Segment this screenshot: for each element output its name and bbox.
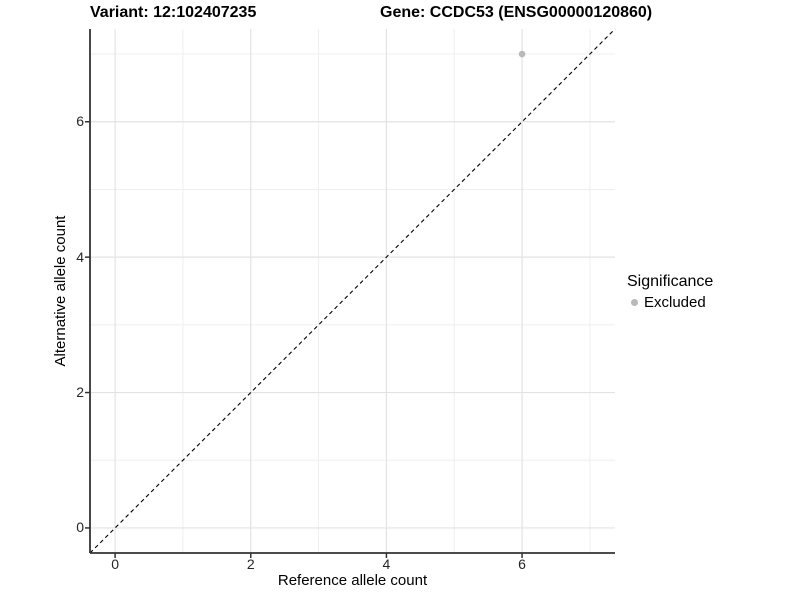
legend-entry-excluded: Excluded [627,294,713,311]
x-axis-title: Reference allele count [277,572,428,589]
x-tick-label: 2 [246,556,255,572]
data-point [518,50,526,58]
legend-entry-label: Excluded [644,294,706,311]
plot-title-gene: Gene: CCDC53 (ENSG00000120860) [380,4,653,21]
y-tick-label: 4 [76,248,84,265]
x-tick-label: 6 [518,556,526,572]
y-axis-title: Alternative allele count [52,215,69,367]
x-tick-label: 0 [111,556,119,572]
legend: Significance Excluded [627,272,713,311]
plot-title-variant: Variant: 12:102407235 [90,4,257,21]
legend-point-icon [631,299,638,306]
identity-line [89,28,616,554]
y-tick-label: 2 [76,384,84,401]
x-tick-label: 4 [382,556,391,572]
y-tick-label: 6 [76,113,84,130]
legend-title: Significance [627,273,714,290]
y-tick-label: 0 [76,519,84,536]
